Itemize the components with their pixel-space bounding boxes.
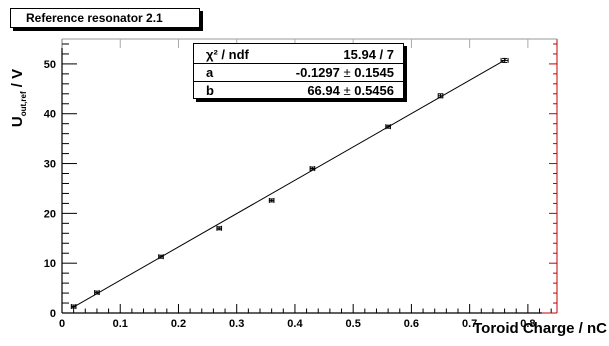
- data-point: [216, 225, 223, 231]
- y-axis-label-main: U: [9, 116, 26, 127]
- chart-title: Reference resonator 2.1: [26, 11, 163, 25]
- stats-value-b: 66.94: [307, 83, 340, 98]
- stats-label-b: b: [206, 83, 214, 98]
- data-point: [94, 290, 100, 296]
- stats-row-b: b 66.94 ± 0.5456: [194, 82, 403, 99]
- stats-value-chi2: 15.94 / 7: [343, 47, 394, 62]
- stats-label-a: a: [206, 65, 214, 80]
- data-point: [500, 57, 509, 63]
- plus-minus-sign: ±: [339, 65, 355, 80]
- data-point: [268, 197, 275, 203]
- stats-value-a: -0.1297: [295, 65, 340, 80]
- stats-divider: [194, 63, 403, 64]
- fit-stats-box: χ² / ndf 15.94 / 7 a -0.1297 ± 0.1545 b …: [193, 43, 404, 99]
- x-tick-label: 0.1: [113, 318, 128, 330]
- y-axis-label-unit: / V: [9, 69, 26, 92]
- stats-row-chi2: χ² / ndf 15.94 / 7: [194, 46, 403, 63]
- plot-frame: [61, 38, 558, 314]
- axis-labels-group: 0 0.1 0.2 0.3 0.4 0.5 0.6 0.7 0.8 0 10 20 30 40 50 Toro…: [9, 59, 607, 337]
- data-point: [70, 304, 77, 310]
- y-tick-label: 40: [44, 109, 56, 121]
- data-point: [385, 124, 391, 130]
- stats-value-b-group: 66.94 ± 0.5456: [307, 82, 394, 99]
- stats-error-b: 0.5456: [354, 83, 394, 98]
- stats-divider: [194, 81, 403, 82]
- fit-line-group: [72, 59, 507, 309]
- x-tick-label: 0.4: [287, 318, 303, 330]
- plus-minus-sign: ±: [339, 83, 355, 98]
- y-tick-label: 0: [50, 308, 56, 320]
- data-point: [309, 166, 316, 172]
- data-point: [437, 93, 444, 99]
- y-axis-label-group: Uout,ref / V: [9, 69, 28, 127]
- y-tick-label: 20: [44, 208, 56, 220]
- x-tick-label: 0.2: [171, 318, 186, 330]
- stats-error-a: 0.1545: [354, 65, 394, 80]
- stats-value-a-group: -0.1297 ± 0.1545: [296, 64, 394, 81]
- data-points-group: [70, 57, 509, 310]
- y-tick-label: 10: [44, 258, 56, 270]
- x-tick-label: 0.5: [346, 318, 361, 330]
- stats-row-a: a -0.1297 ± 0.1545: [194, 64, 403, 81]
- x-tick-label: 0.6: [404, 318, 419, 330]
- y-tick-label: 30: [44, 159, 56, 171]
- x-tick-label: 0.8: [520, 318, 535, 330]
- chart-title-box: Reference resonator 2.1: [10, 8, 200, 28]
- y-axis-label: Uout,ref / V: [9, 69, 28, 127]
- y-tick-label: 50: [44, 59, 56, 71]
- axis-ticks-group: [61, 39, 557, 314]
- x-tick-label: 0.7: [462, 318, 477, 330]
- x-tick-label: 0.3: [229, 318, 244, 330]
- fit-line: [72, 59, 507, 309]
- y-axis-label-subscript: out,ref: [19, 91, 28, 116]
- x-axis-label: Toroid Charge / nC: [473, 320, 607, 337]
- x-tick-label: 0: [59, 318, 65, 330]
- data-point: [158, 254, 164, 260]
- stats-label-chi2: χ² / ndf: [206, 47, 249, 62]
